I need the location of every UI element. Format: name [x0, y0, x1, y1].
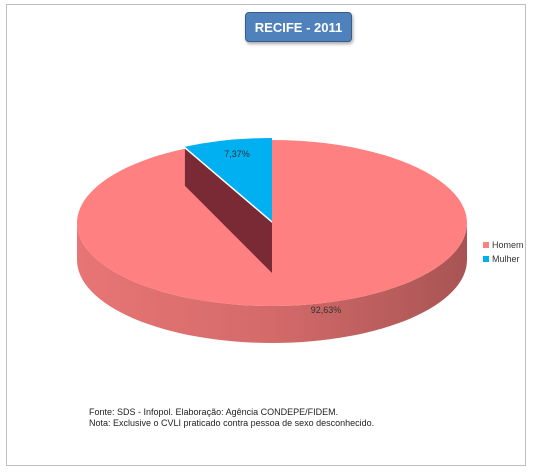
- data-label-mulher: 7,37%: [224, 149, 250, 159]
- legend-item-homem: Homem: [483, 238, 524, 252]
- pie-side-wall: [77, 223, 467, 343]
- source-note: Fonte: SDS - Infopol. Elaboração: Agênci…: [89, 407, 339, 417]
- legend: Homem Mulher: [483, 238, 524, 266]
- chart-title: RECIFE - 2011: [245, 12, 352, 42]
- legend-label-homem: Homem: [492, 240, 524, 250]
- pie-slice-mulher: [184, 138, 272, 221]
- footnotes: Fonte: SDS - Infopol. Elaboração: Agênci…: [89, 407, 374, 429]
- legend-item-mulher: Mulher: [483, 252, 524, 266]
- data-label-homem: 92,63%: [311, 305, 342, 315]
- legend-label-mulher: Mulher: [492, 254, 520, 264]
- pie-cut-face: [184, 148, 272, 273]
- legend-swatch-mulher: [483, 256, 489, 262]
- exclusion-note: Nota: Exclusive o CVLI praticado contra …: [89, 418, 375, 428]
- legend-swatch-homem: [483, 242, 489, 248]
